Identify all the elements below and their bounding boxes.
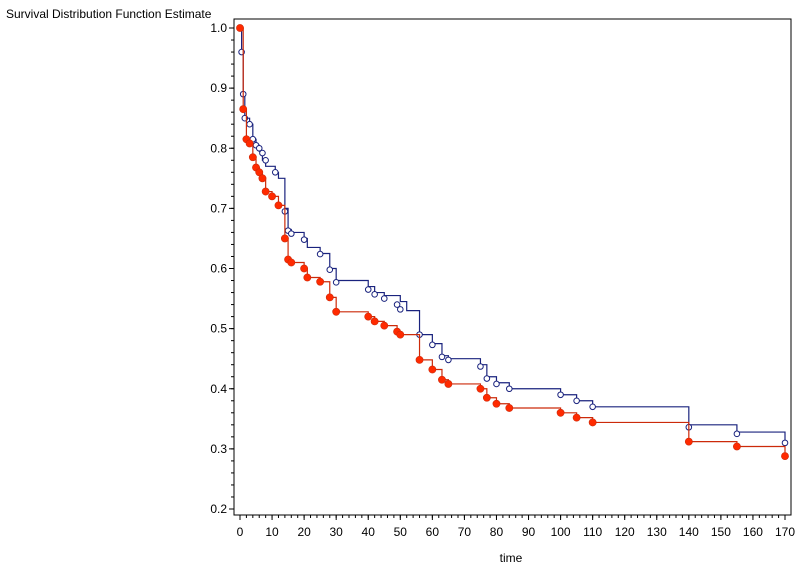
censor-marker bbox=[445, 356, 452, 364]
censor-marker bbox=[428, 365, 437, 374]
censor-marker bbox=[589, 403, 596, 411]
censor-marker bbox=[483, 375, 491, 382]
survival-step-line bbox=[240, 27, 786, 443]
x-tick-label: 150 bbox=[711, 525, 731, 539]
y-tick-label: 0.7 bbox=[210, 201, 227, 215]
censor-marker bbox=[255, 144, 263, 152]
censor-marker bbox=[557, 391, 564, 399]
censor-marker bbox=[477, 363, 484, 370]
censor-marker bbox=[429, 341, 436, 349]
censor-marker bbox=[271, 169, 279, 176]
censor-marker bbox=[274, 201, 283, 210]
censor-marker bbox=[415, 355, 424, 364]
censor-marker bbox=[239, 105, 248, 114]
series-1 bbox=[238, 27, 789, 447]
censor-marker bbox=[332, 279, 340, 286]
censor-marker bbox=[396, 330, 405, 339]
survival-step-line bbox=[240, 27, 786, 457]
x-tick-label: 70 bbox=[458, 525, 472, 539]
censor-marker bbox=[326, 266, 334, 274]
censor-marker bbox=[261, 187, 270, 196]
censor-marker bbox=[505, 385, 513, 393]
censor-marker bbox=[733, 442, 741, 451]
censor-marker bbox=[380, 295, 388, 302]
censor-marker bbox=[482, 393, 491, 402]
censor-marker bbox=[370, 317, 379, 326]
x-axis-title: time bbox=[500, 551, 523, 565]
y-tick-label: 0.6 bbox=[210, 262, 227, 276]
x-tick-label: 100 bbox=[551, 525, 571, 539]
censor-marker bbox=[246, 120, 253, 128]
y-axis: 0.2 0.3 0.4 0.5 0.6 0.7 0.8 0.9 1.0 bbox=[210, 21, 234, 516]
x-tick-label: 160 bbox=[743, 525, 763, 539]
x-tick-label: 90 bbox=[522, 525, 536, 539]
censor-marker bbox=[332, 307, 341, 316]
x-tick-label: 130 bbox=[647, 525, 667, 539]
censor-marker bbox=[380, 321, 389, 330]
censor-marker bbox=[505, 404, 514, 412]
censor-marker bbox=[588, 418, 597, 427]
censor-marker bbox=[444, 380, 453, 388]
censor-marker bbox=[300, 236, 308, 243]
censor-marker bbox=[236, 24, 244, 32]
censor-marker bbox=[476, 384, 485, 393]
y-tick-label: 0.4 bbox=[210, 382, 227, 396]
censor-marker bbox=[255, 168, 264, 177]
censor-marker bbox=[572, 413, 581, 422]
x-tick-label: 50 bbox=[394, 525, 408, 539]
y-tick-label: 0.3 bbox=[210, 442, 227, 456]
x-tick-label: 20 bbox=[297, 525, 311, 539]
censor-marker bbox=[438, 375, 446, 384]
y-tick-label: 0.8 bbox=[210, 141, 227, 155]
censor-marker bbox=[556, 408, 565, 417]
y-tick-label: 0.9 bbox=[210, 81, 227, 95]
y-tick-label: 1.0 bbox=[210, 21, 227, 35]
censor-marker bbox=[781, 439, 789, 447]
censor-marker bbox=[245, 139, 254, 148]
x-tick-label: 80 bbox=[490, 525, 504, 539]
x-axis: 0 10 20 30 40 50 60 70 80 90 100 110 120 130 140 150 160… bbox=[237, 515, 795, 539]
y-tick-label: 0.5 bbox=[210, 322, 227, 336]
censor-marker bbox=[492, 399, 501, 408]
series-2 bbox=[236, 24, 789, 460]
censor-marker bbox=[258, 174, 267, 183]
censor-marker bbox=[303, 273, 312, 282]
censor-marker bbox=[316, 277, 325, 286]
x-tick-label: 140 bbox=[679, 525, 699, 539]
censor-marker bbox=[248, 153, 257, 162]
x-tick-label: 30 bbox=[329, 525, 343, 539]
censor-marker bbox=[262, 156, 269, 164]
censor-marker bbox=[325, 293, 334, 302]
x-tick-label: 40 bbox=[362, 525, 376, 539]
censor-marker bbox=[573, 397, 580, 405]
censor-marker bbox=[493, 380, 500, 388]
x-tick-label: 110 bbox=[583, 525, 602, 539]
x-tick-label: 0 bbox=[237, 525, 244, 539]
series-layer bbox=[236, 24, 789, 460]
y-axis-title: Survival Distribution Function Estimate bbox=[6, 7, 212, 21]
censor-marker bbox=[438, 353, 446, 361]
censor-marker bbox=[287, 230, 295, 237]
censor-marker bbox=[393, 301, 401, 308]
censor-marker bbox=[259, 149, 266, 157]
censor-marker bbox=[280, 234, 289, 243]
censor-marker bbox=[733, 430, 741, 438]
plot-frame bbox=[233, 18, 792, 516]
x-tick-label: 60 bbox=[426, 525, 440, 539]
x-tick-label: 10 bbox=[265, 525, 279, 539]
x-tick-label: 170 bbox=[775, 525, 795, 539]
y-tick-label: 0.2 bbox=[210, 502, 227, 516]
censor-marker bbox=[684, 437, 693, 446]
censor-marker bbox=[300, 264, 309, 273]
censor-marker bbox=[781, 452, 789, 460]
censor-marker bbox=[364, 286, 372, 293]
x-tick-label: 120 bbox=[615, 525, 635, 539]
censor-marker bbox=[396, 306, 404, 313]
censor-marker bbox=[364, 312, 373, 321]
censor-marker bbox=[371, 291, 378, 298]
censor-marker bbox=[316, 250, 324, 258]
censor-marker bbox=[287, 258, 296, 267]
censor-marker bbox=[268, 192, 276, 201]
